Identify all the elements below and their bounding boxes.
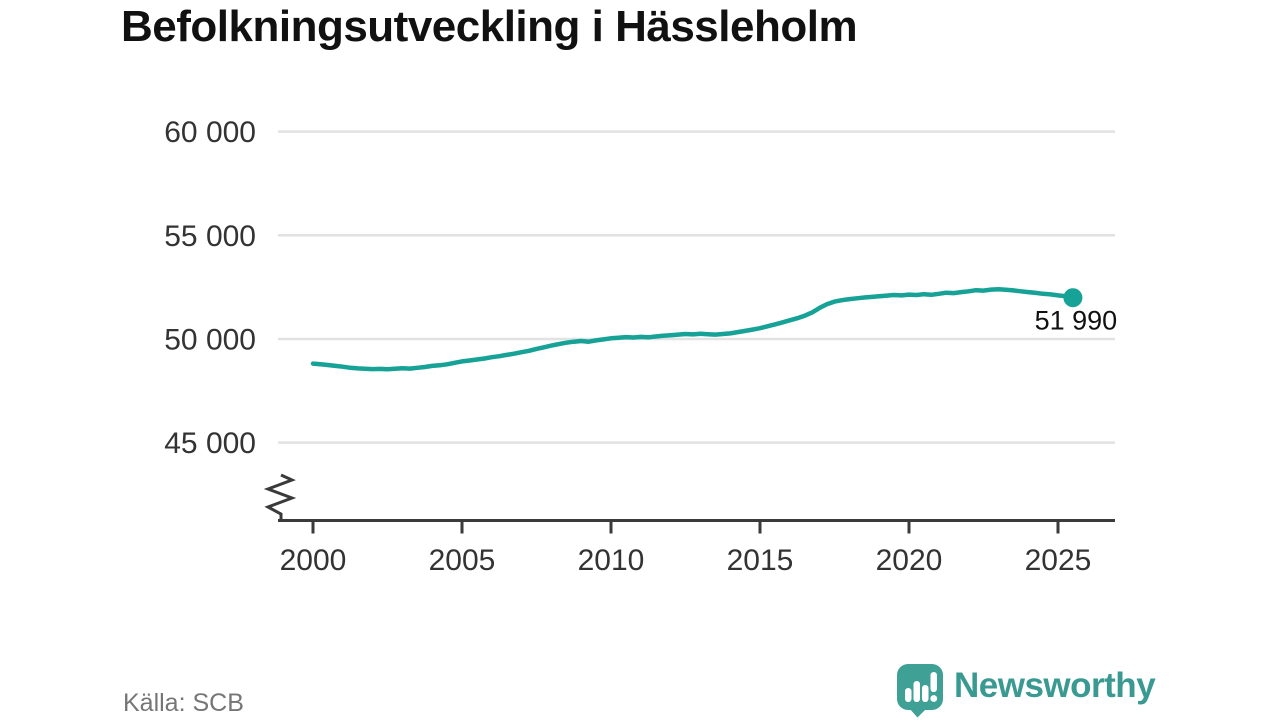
- axis-break-icon: [263, 473, 297, 521]
- x-tick-label: 2000: [280, 544, 347, 577]
- x-tick-label: 2010: [578, 544, 645, 577]
- x-tick-label: 2005: [429, 544, 496, 577]
- newsworthy-bubble-chart-icon: [897, 664, 943, 718]
- newsworthy-wordmark: Newsworthy: [954, 666, 1156, 705]
- x-tick-label: 2025: [1025, 544, 1092, 577]
- x-tick-label: 2020: [876, 544, 943, 577]
- y-tick-label: 50 000: [164, 323, 256, 356]
- x-axis: [278, 519, 1115, 534]
- newsworthy-logo: Newsworthy: [896, 663, 1156, 718]
- data-series: 51 990: [310, 286, 1118, 372]
- end-value-label: 51 990: [1035, 306, 1118, 336]
- y-tick-label: 45 000: [164, 427, 256, 460]
- series-line: [310, 286, 1076, 372]
- gridlines: [278, 130, 1115, 444]
- tick-labels: 60 000 55 000 50 000 45 000 2000 2005 2010 2015…: [164, 116, 1091, 577]
- source-note: Källa: SCB: [123, 689, 244, 717]
- end-dot: [1063, 288, 1083, 308]
- y-tick-label: 55 000: [164, 220, 256, 253]
- x-tick-label: 2015: [727, 544, 794, 577]
- y-tick-label: 60 000: [164, 116, 256, 149]
- page-title: Befolkningsutveckling i Hässleholm: [121, 2, 858, 51]
